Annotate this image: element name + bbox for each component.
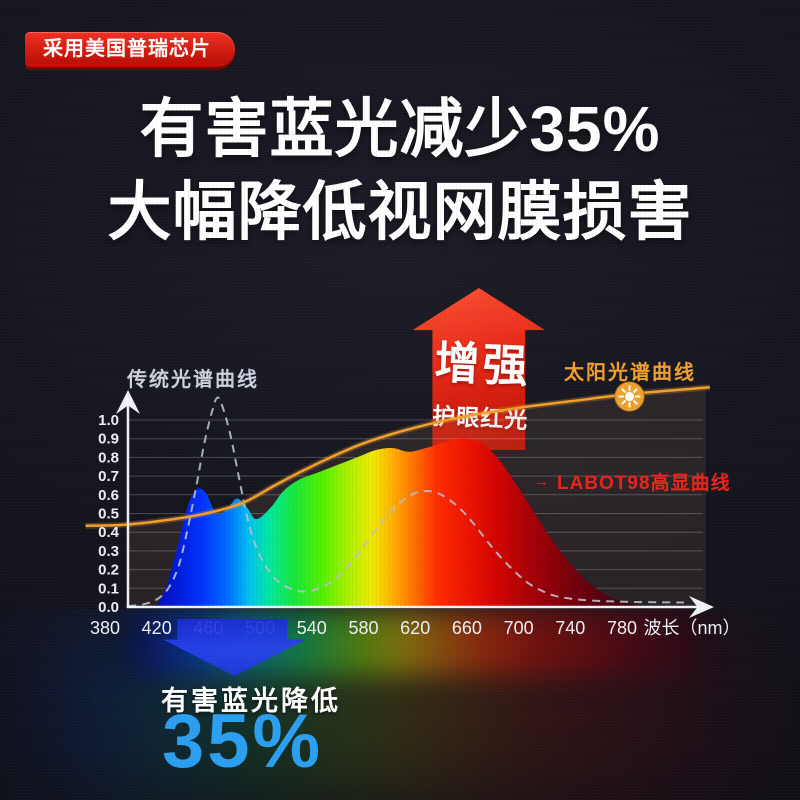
svg-text:740: 740	[555, 618, 585, 638]
labot-spectrum-area	[147, 438, 656, 607]
svg-text:0.0: 0.0	[98, 599, 119, 616]
y-axis-ticks: 1.0 0.90.8 0.7 0.6 0.50.4 0.3 0.20.1 0.0	[98, 412, 120, 616]
spectrum-reflection	[0, 609, 800, 800]
svg-text:580: 580	[348, 618, 378, 638]
svg-text:380: 380	[90, 618, 120, 638]
traditional-curve	[128, 396, 685, 608]
y-axis-arrowhead	[116, 390, 140, 414]
decrease-label: 有害蓝光降低	[161, 686, 341, 716]
sun-icon	[614, 381, 645, 412]
title-line-1: 有害蓝光减少35%	[139, 93, 661, 165]
page-title: 有害蓝光减少35% 大幅降低视网膜损害	[0, 88, 800, 254]
svg-text:660: 660	[452, 618, 482, 638]
svg-text:0.6: 0.6	[98, 487, 119, 504]
decrease-value: 35%	[162, 699, 324, 784]
svg-text:420: 420	[142, 618, 172, 638]
svg-text:0.9: 0.9	[98, 431, 119, 448]
labot-curve-label-text: LABOT98高显曲线	[557, 473, 731, 494]
traditional-curve-label: 传统光谱曲线	[127, 369, 259, 391]
x-axis-label: 波长（nm）	[643, 618, 740, 638]
svg-text:0.3: 0.3	[98, 543, 119, 560]
svg-text:780: 780	[607, 618, 637, 638]
x-axis-ticks: 380420460500540580620660700740780	[90, 618, 637, 638]
chip-badge-label: 采用美国普瑞芯片	[43, 38, 211, 60]
svg-text:620: 620	[400, 618, 430, 638]
axes	[126, 404, 700, 609]
labot-curve-label: → LABOT98高显曲线	[534, 468, 731, 495]
title-line-2: 大幅降低视网膜损害	[107, 176, 693, 249]
svg-text:700: 700	[504, 618, 534, 638]
svg-text:0.4: 0.4	[98, 524, 120, 541]
solar-curve	[85, 386, 711, 527]
svg-text:0.1: 0.1	[98, 580, 119, 597]
svg-text:540: 540	[297, 618, 327, 638]
svg-text:0.7: 0.7	[98, 468, 119, 485]
x-axis-arrowhead	[689, 596, 714, 618]
pointer-arrow-icon: →	[534, 473, 550, 490]
chip-badge: 采用美国普瑞芯片	[25, 32, 235, 67]
svg-text:0.8: 0.8	[98, 449, 119, 466]
svg-text:0.2: 0.2	[98, 562, 119, 579]
svg-text:1.0: 1.0	[98, 412, 119, 429]
svg-text:0.5: 0.5	[98, 506, 119, 523]
solar-curve-label: 太阳光谱曲线	[564, 362, 696, 384]
